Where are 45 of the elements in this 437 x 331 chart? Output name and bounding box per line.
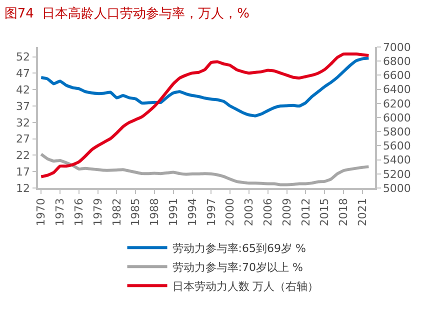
x-tick-label: 1994 [186, 198, 199, 226]
x-tick-label: 2000 [224, 198, 237, 226]
x-tick-label: 1982 [110, 198, 124, 226]
y2-tick-label: 5600 [382, 140, 411, 153]
chart-title: 图74 日本高龄人口劳动参与率，万人，% [4, 5, 250, 22]
x-tick-label: 1997 [204, 198, 218, 226]
y2-tick-label: 6800 [382, 54, 411, 68]
y2-tick-label: 5800 [382, 125, 411, 138]
y2-tick-label: 6200 [382, 97, 411, 110]
x-tick-label: 1973 [54, 198, 67, 226]
y-tick-label: 32 [16, 116, 30, 130]
x-tick-label: 2006 [261, 198, 274, 226]
legend-label: 日本劳动力人数 万人（右轴） [172, 280, 319, 293]
x-tick-label: 2009 [280, 198, 294, 226]
line-series [40, 52, 370, 178]
y-tick-label: 52 [16, 50, 30, 64]
y-tick-label: 47 [16, 67, 30, 80]
x-tick-label: 1970 [34, 198, 48, 226]
legend-label: 劳动力参与率:70岁以上 % [172, 260, 303, 274]
y2-tick-label: 6400 [382, 83, 411, 96]
x-tick-label: 1991 [167, 198, 180, 226]
x-tick-label: 2012 [299, 198, 312, 226]
y2-tick-label: 6000 [382, 111, 411, 124]
x-tick-label: 2015 [318, 198, 332, 226]
y2-tick-label: 5000 [382, 182, 411, 195]
y-tick-label: 12 [16, 182, 30, 195]
x-tick-label: 1988 [148, 198, 162, 226]
x-tick-label: 2003 [242, 198, 256, 226]
x-tick-label: 1979 [91, 198, 104, 226]
y2-tick-label: 7000 [382, 40, 411, 54]
x-tick-label: 2018 [337, 198, 350, 226]
x-tick-label: 1976 [72, 198, 86, 226]
y-tick-label: 22 [16, 149, 30, 162]
line-series [40, 152, 370, 186]
x-tick-label: 2021 [356, 198, 369, 226]
y-tick-label: 17 [16, 165, 30, 178]
y-tick-label: 42 [16, 83, 30, 96]
y2-tick-label: 5200 [382, 168, 411, 181]
legend-label: 劳动力参与率:65到69岁 % [172, 242, 306, 255]
y2-tick-label: 6600 [382, 69, 411, 82]
y-tick-label: 37 [16, 100, 30, 113]
y2-tick-label: 5400 [382, 154, 411, 167]
y-tick-label: 27 [16, 132, 30, 146]
line-series [40, 56, 370, 118]
x-tick-label: 1985 [129, 198, 142, 226]
